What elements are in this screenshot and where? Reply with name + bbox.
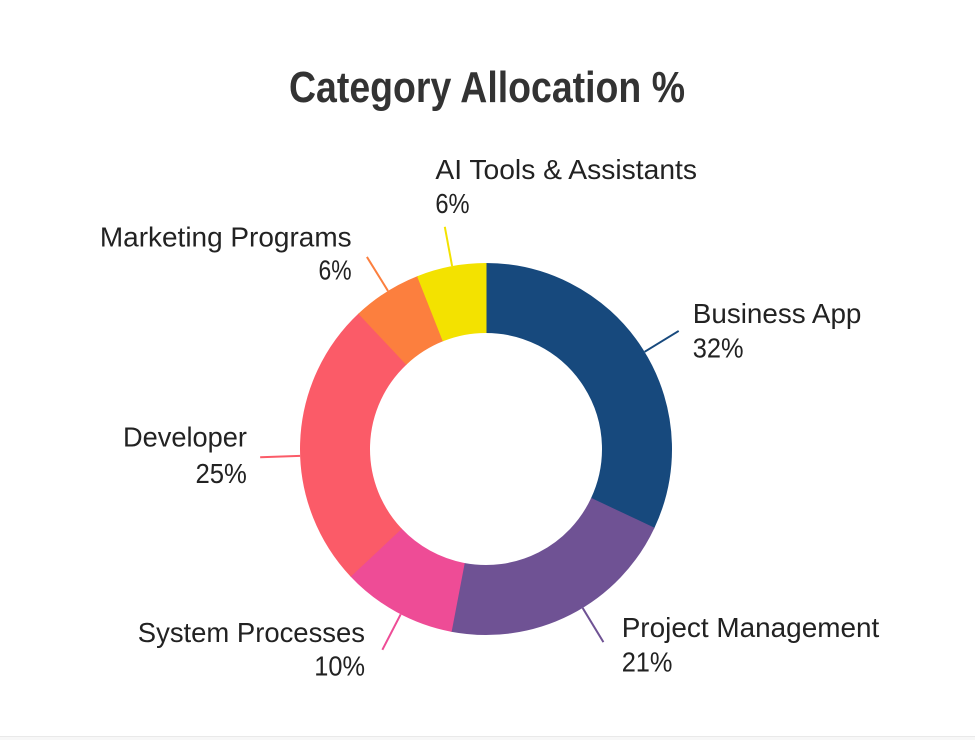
svg-text:System Processes: System Processes [138,617,365,648]
svg-text:6%: 6% [319,255,352,286]
svg-text:Marketing Programs: Marketing Programs [100,221,352,252]
svg-text:Category Allocation %: Category Allocation % [289,63,685,112]
svg-text:Project Management: Project Management [622,612,880,643]
svg-text:32%: 32% [693,333,744,364]
svg-text:Business App: Business App [693,298,862,329]
svg-text:AI Tools & Assistants: AI Tools & Assistants [435,154,697,185]
svg-text:21%: 21% [622,647,673,678]
svg-text:10%: 10% [314,650,365,681]
svg-text:6%: 6% [435,188,469,219]
svg-text:25%: 25% [196,458,247,489]
svg-text:Developer: Developer [123,422,247,453]
